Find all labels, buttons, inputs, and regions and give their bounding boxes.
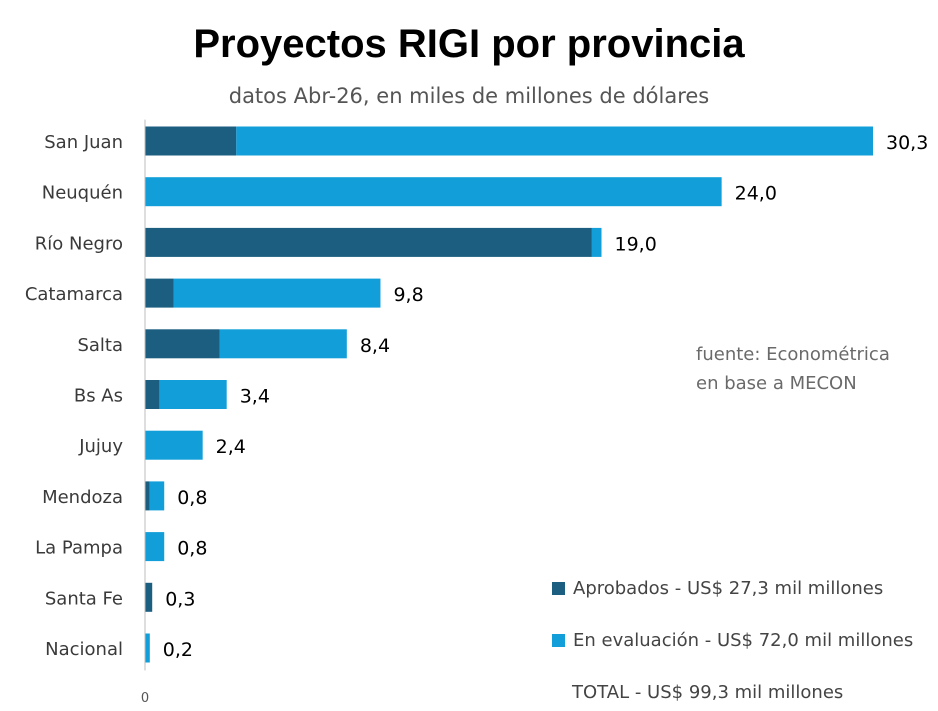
bar-aprobados-rio-negro [145,227,592,257]
bar-en-evaluacion-neuquen [145,177,722,207]
category-label-nacional: Nacional [45,639,123,660]
category-label-catamarca: Catamarca [25,284,123,305]
bar-en-evaluacion-la-pampa [145,532,165,562]
category-label-santa-fe: Santa Fe [45,588,123,609]
data-label-neuquen: 24,0 [735,183,777,205]
bar-aprobados-mendoza [145,481,150,511]
legend-item-en-evaluacion: En evaluación - US$ 72,0 mil millones [552,630,913,651]
bar-en-evaluacion-salta [219,329,347,359]
data-label-mendoza: 0,8 [177,487,207,509]
category-label-la-pampa: La Pampa [35,538,123,559]
source-note-line-2: en base a MECON [696,373,857,394]
category-label-jujuy: Jujuy [78,436,123,457]
bar-en-evaluacion-jujuy [145,430,203,460]
data-label-jujuy: 2,4 [216,436,246,458]
category-label-san-juan: San Juan [44,132,123,153]
category-label-neuquen: Neuquén [42,183,123,204]
chart-subtitle: datos Abr-26, en miles de millones de dó… [228,84,710,108]
bar-en-evaluacion-mendoza [149,481,165,511]
bar-aprobados-salta [145,329,220,359]
source-note: fuente: Econométrica en base a MECON [696,340,890,398]
source-note-line-1: fuente: Econométrica [696,344,890,365]
data-label-bs-as: 3,4 [240,386,270,408]
category-label-bs-as: Bs As [74,386,123,407]
data-label-catamarca: 9,8 [393,284,423,306]
legend-label-aprobados: Aprobados - US$ 27,3 mil millones [573,578,884,599]
bar-aprobados-san-juan [145,126,237,156]
bar-en-evaluacion-bs-as [159,380,227,409]
bar-en-evaluacion-nacional [145,633,150,663]
data-label-la-pampa: 0,8 [177,538,207,560]
data-label-san-juan: 30,3 [886,132,928,154]
x-tick-label-0: 0 [141,691,149,706]
bar-aprobados-bs-as [145,380,160,409]
legend-item-aprobados: Aprobados - US$ 27,3 mil millones [552,578,883,599]
legend-swatch-en-evaluacion [552,634,565,647]
legend-swatch-aprobados [552,582,565,595]
category-label-mendoza: Mendoza [42,487,123,508]
bar-aprobados-catamarca [145,278,174,308]
bar-en-evaluacion-rio-negro [591,227,602,257]
category-label-rio-negro: Río Negro [35,233,123,254]
bar-en-evaluacion-san-juan [236,126,874,156]
legend-label-en-evaluacion: En evaluación - US$ 72,0 mil millones [573,630,914,651]
data-label-rio-negro: 19,0 [615,233,657,255]
bar-en-evaluacion-catamarca [173,278,381,308]
total-text: TOTAL - US$ 99,3 mil millones [572,682,844,703]
data-label-nacional: 0,2 [163,639,193,661]
data-label-salta: 8,4 [360,335,390,357]
bar-aprobados-santa-fe [145,582,153,612]
category-label-salta: Salta [77,335,123,356]
data-label-santa-fe: 0,3 [165,588,195,610]
chart-title: Proyectos RIGI por provincia [193,22,745,66]
